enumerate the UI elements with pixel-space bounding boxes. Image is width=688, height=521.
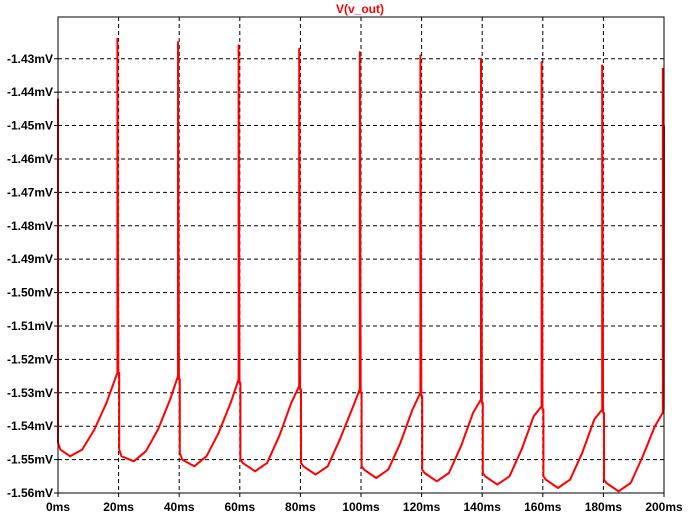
x-tick-label: 100ms xyxy=(342,500,380,514)
y-tick-label: -1.49mV xyxy=(7,252,53,266)
y-tick-label: -1.52mV xyxy=(7,352,53,366)
y-tick-label: -1.55mV xyxy=(7,453,53,467)
x-tick-label: 0ms xyxy=(46,500,70,514)
x-tick-label: 160ms xyxy=(524,500,562,514)
y-tick-label: -1.50mV xyxy=(7,286,53,300)
y-tick-label: -1.46mV xyxy=(7,152,53,166)
x-axis: 0ms 20ms 40ms 60ms 80ms 100ms 120ms 140ms 160ms 1… xyxy=(46,493,683,514)
y-tick-label: -1.53mV xyxy=(7,386,53,400)
x-tick-label: 60ms xyxy=(224,500,255,514)
x-tick-label: 40ms xyxy=(164,500,195,514)
y-tick-label: -1.47mV xyxy=(7,185,53,199)
x-tick-label: 180ms xyxy=(585,500,623,514)
y-tick-label: -1.45mV xyxy=(7,119,53,133)
y-tick-label: -1.54mV xyxy=(7,419,53,433)
y-tick-label: -1.48mV xyxy=(7,219,53,233)
x-tick-label: 20ms xyxy=(103,500,134,514)
y-tick-label: -1.43mV xyxy=(7,52,53,66)
plot-frame xyxy=(57,16,665,494)
y-tick-label: -1.51mV xyxy=(7,319,53,333)
y-tick-label: -1.44mV xyxy=(7,85,53,99)
series-line xyxy=(57,37,665,493)
x-tick-label: 200ms xyxy=(645,500,683,514)
plot-traces xyxy=(57,37,665,493)
y-axis: -1.43mV -1.44mV -1.45mV -1.46mV -1.47mV -1.48… xyxy=(7,52,58,500)
x-tick-label: 140ms xyxy=(464,500,502,514)
x-tick-label: 120ms xyxy=(403,500,441,514)
x-tick-label: 80ms xyxy=(285,500,316,514)
legend-entry[interactable]: V(v_out) xyxy=(336,2,384,16)
y-tick-label: -1.56mV xyxy=(7,486,53,500)
